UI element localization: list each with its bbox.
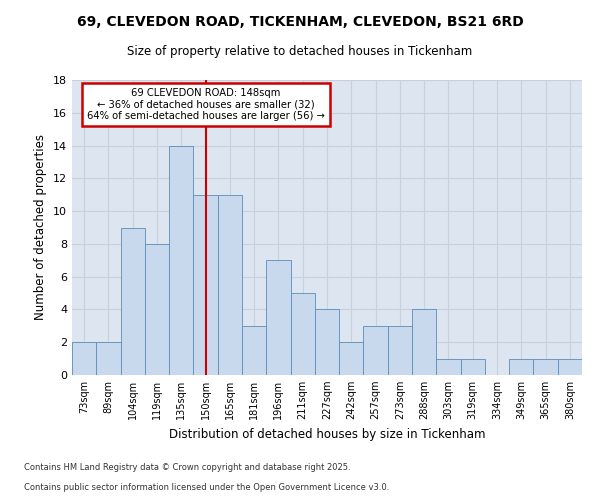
- Bar: [72, 342, 96, 375]
- Bar: [96, 342, 121, 375]
- Bar: [461, 358, 485, 375]
- Bar: [412, 310, 436, 375]
- Text: Contains public sector information licensed under the Open Government Licence v3: Contains public sector information licen…: [24, 484, 389, 492]
- Bar: [533, 358, 558, 375]
- Text: 69, CLEVEDON ROAD, TICKENHAM, CLEVEDON, BS21 6RD: 69, CLEVEDON ROAD, TICKENHAM, CLEVEDON, …: [77, 15, 523, 29]
- Bar: [388, 326, 412, 375]
- Bar: [169, 146, 193, 375]
- Text: Contains HM Land Registry data © Crown copyright and database right 2025.: Contains HM Land Registry data © Crown c…: [24, 464, 350, 472]
- Bar: [436, 358, 461, 375]
- Bar: [218, 194, 242, 375]
- Bar: [266, 260, 290, 375]
- X-axis label: Distribution of detached houses by size in Tickenham: Distribution of detached houses by size …: [169, 428, 485, 440]
- Bar: [193, 194, 218, 375]
- Text: Size of property relative to detached houses in Tickenham: Size of property relative to detached ho…: [127, 45, 473, 58]
- Bar: [145, 244, 169, 375]
- Y-axis label: Number of detached properties: Number of detached properties: [34, 134, 47, 320]
- Bar: [339, 342, 364, 375]
- Bar: [364, 326, 388, 375]
- Bar: [121, 228, 145, 375]
- Text: 69 CLEVEDON ROAD: 148sqm
← 36% of detached houses are smaller (32)
64% of semi-d: 69 CLEVEDON ROAD: 148sqm ← 36% of detach…: [86, 88, 325, 122]
- Bar: [509, 358, 533, 375]
- Bar: [315, 310, 339, 375]
- Bar: [290, 293, 315, 375]
- Bar: [558, 358, 582, 375]
- Bar: [242, 326, 266, 375]
